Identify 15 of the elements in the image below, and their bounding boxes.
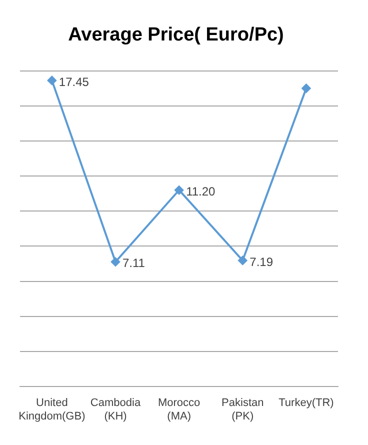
point [110, 257, 120, 266]
point [47, 76, 56, 85]
data-label: 7.11 [122, 256, 146, 270]
x-tick-label: Cambodia(KH) [90, 397, 142, 422]
data-label: 17.45 [58, 74, 90, 89]
data-label: 7.19 [250, 254, 274, 269]
x-tick-label: Morocco(MA) [158, 397, 200, 422]
point [302, 84, 311, 93]
x-tick-label: Turkey(TR) [278, 397, 334, 410]
x-tick-label: United Kingdom(GB) [18, 397, 86, 422]
data-label: 11.20 [186, 184, 216, 198]
chart-title: Average Price( Euro/Pc) [68, 24, 284, 46]
point [174, 186, 184, 195]
point [238, 256, 248, 265]
x-tick-label: Pakistan(PK) [222, 397, 264, 422]
